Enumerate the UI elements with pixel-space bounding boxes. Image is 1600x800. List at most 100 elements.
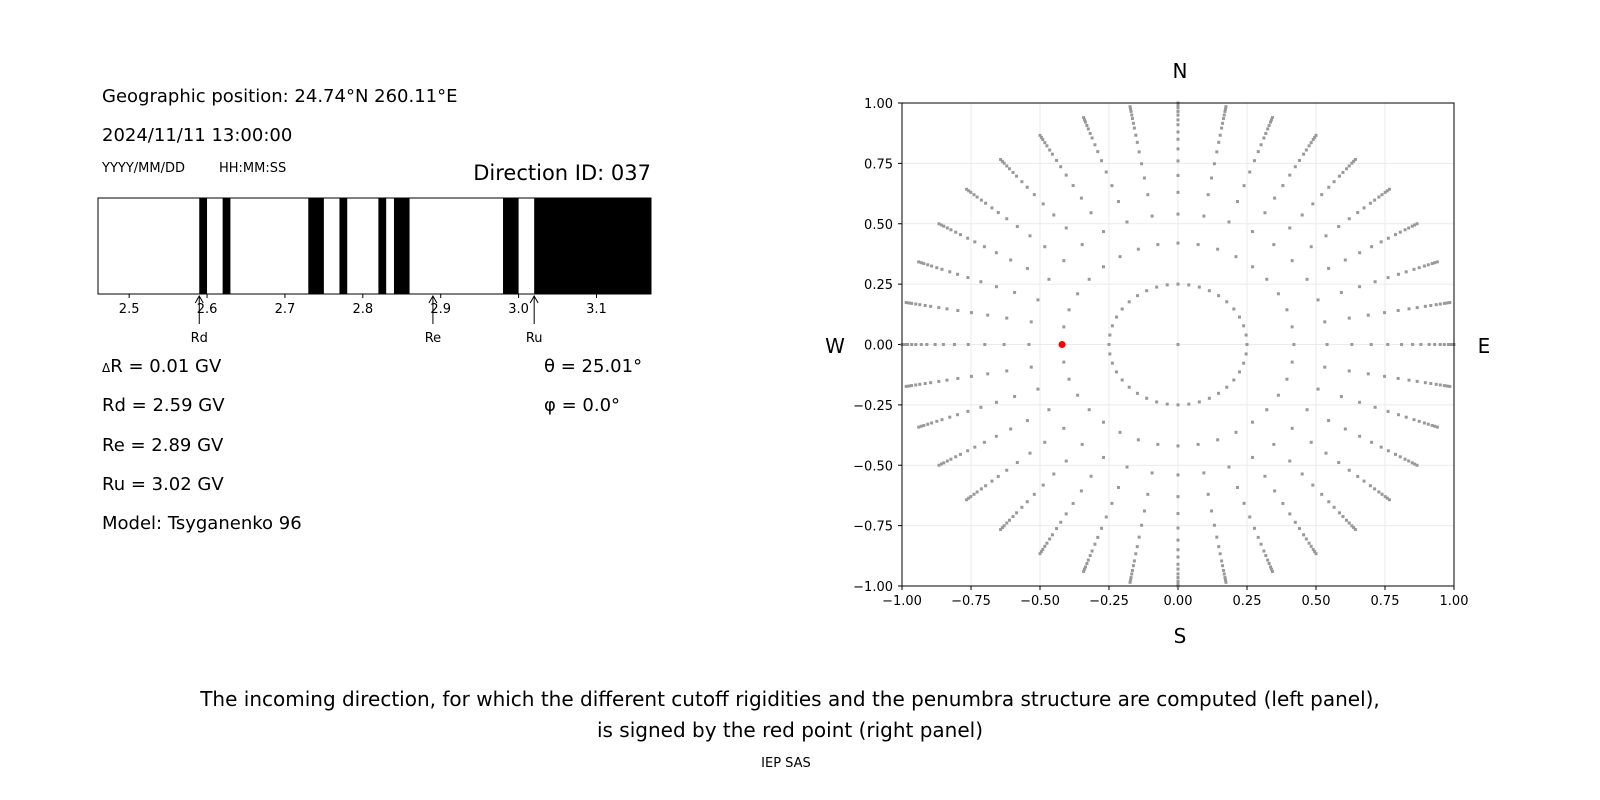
direction-point [1435, 425, 1439, 429]
direction-point [1394, 233, 1398, 237]
direction-point [1222, 113, 1226, 117]
direction-point [1120, 307, 1124, 311]
direction-point [1314, 133, 1318, 137]
direction-point [1347, 217, 1351, 221]
direction-point [1417, 419, 1421, 423]
direction-point [1266, 558, 1270, 562]
marker-arrowhead [194, 294, 204, 304]
direction-point [1155, 400, 1159, 404]
direction-point [1041, 138, 1045, 142]
direction-point [1415, 306, 1419, 310]
direction-point [972, 193, 976, 197]
direction-point [1005, 369, 1009, 373]
direction-point [1304, 537, 1308, 541]
direction-point [994, 285, 998, 289]
direction-point [972, 492, 976, 496]
direction-point [1235, 200, 1239, 204]
direction-point [1227, 220, 1231, 224]
direction-point [990, 206, 994, 210]
direction-point [979, 487, 983, 491]
direction-point [914, 343, 918, 346]
direction-point [1407, 307, 1411, 311]
direction-point [1223, 576, 1227, 580]
direction-point [1218, 133, 1222, 137]
direction-point [1210, 509, 1214, 513]
marker-arrowhead [529, 294, 539, 304]
direction-point [1380, 193, 1384, 197]
direction-point [937, 379, 941, 383]
direction-point [996, 211, 1000, 215]
direction-point [956, 309, 960, 313]
direction-point [1316, 298, 1320, 302]
direction-point [1115, 370, 1119, 374]
direction-point [1323, 320, 1327, 324]
direction-point [1079, 196, 1083, 200]
direction-point [1265, 277, 1269, 281]
direction-point [1396, 413, 1400, 417]
direction-point [933, 343, 937, 346]
direction-point [1176, 538, 1180, 542]
direction-point [956, 376, 960, 380]
direction-point [982, 245, 986, 249]
direction-point [937, 222, 941, 226]
y-tick-label: 1.00 [864, 97, 893, 112]
direction-point [1252, 526, 1256, 530]
direction-point [1373, 405, 1377, 409]
direction-point [1412, 267, 1416, 271]
x-tick-label: −1.00 [882, 594, 922, 609]
direction-point [1225, 300, 1229, 304]
direction-point [1337, 460, 1341, 464]
direction-point [1267, 124, 1271, 128]
y-tick-label: 0.50 [864, 218, 893, 233]
direction-point [1302, 533, 1306, 537]
direction-point [1352, 159, 1356, 163]
direction-point [1300, 472, 1304, 476]
direction-point [1366, 313, 1370, 317]
direction-point [1263, 474, 1267, 478]
x-tick-label: 1.00 [1440, 594, 1469, 609]
y-tick-label: −0.50 [853, 459, 893, 474]
direction-point [1223, 107, 1227, 111]
direction-point [1011, 515, 1015, 519]
direction-point [948, 270, 952, 274]
direction-point [1041, 483, 1045, 487]
direction-point [969, 495, 973, 499]
direction-point [1176, 343, 1180, 346]
direction-point [1423, 304, 1427, 308]
direction-point [1134, 552, 1138, 556]
direction-point [926, 422, 930, 426]
direction-point [975, 490, 979, 494]
direction-point [1131, 121, 1135, 125]
direction-point [1410, 224, 1414, 228]
direction-point [1251, 420, 1255, 424]
direction-point [1373, 280, 1377, 284]
direction-point [1386, 276, 1390, 280]
direction-point [1345, 167, 1349, 171]
direction-point [1438, 383, 1442, 387]
direction-point [906, 343, 910, 346]
direction-point [1064, 512, 1068, 516]
direction-point [1290, 360, 1294, 364]
direction-point [1129, 109, 1133, 113]
direction-point [1212, 162, 1216, 166]
direction-point [1311, 138, 1315, 142]
direction-point [1427, 343, 1431, 346]
direction-point [903, 343, 907, 346]
direction-point [1020, 180, 1024, 184]
direction-point [1221, 564, 1225, 568]
forbidden-band [534, 198, 651, 294]
direction-point [1130, 568, 1134, 572]
direction-point [1385, 189, 1389, 193]
x-tick-label: 3.0 [508, 302, 529, 317]
direction-point [1415, 463, 1419, 467]
direction-point [1176, 572, 1180, 576]
direction-point [914, 383, 918, 387]
direction-point [1383, 495, 1387, 499]
direction-point [1358, 434, 1362, 438]
direction-point [1013, 290, 1017, 294]
direction-point [1041, 202, 1045, 206]
direction-point [1347, 164, 1351, 168]
direction-point [1032, 193, 1036, 197]
direction-point [1101, 230, 1105, 234]
direction-point [1043, 141, 1047, 145]
